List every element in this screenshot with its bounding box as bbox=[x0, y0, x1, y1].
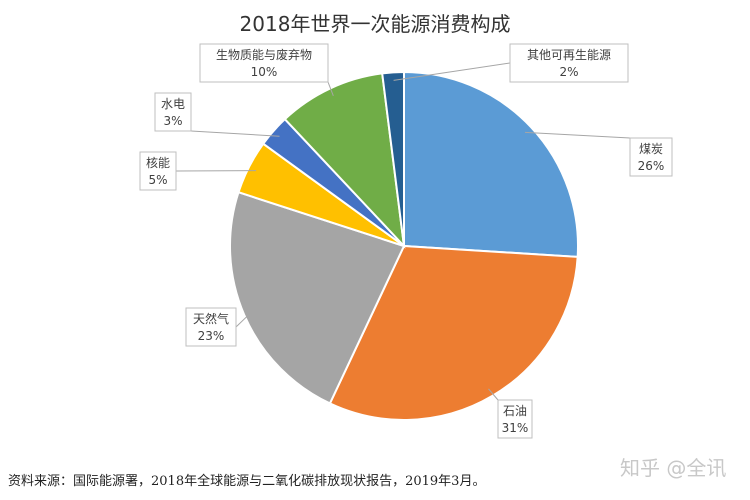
slice-3 bbox=[229, 190, 406, 405]
callout-2: 石油 31% bbox=[497, 399, 533, 439]
callout-1: 煤炭 26% bbox=[629, 137, 673, 177]
leader-line-1 bbox=[524, 131, 631, 139]
slice-value-label: 23% bbox=[198, 329, 225, 343]
leader-line-5 bbox=[190, 130, 280, 137]
callout-3: 天然气 23% bbox=[185, 307, 237, 347]
callout-frame bbox=[139, 151, 177, 191]
slice-value-label: 5% bbox=[148, 173, 167, 187]
leader-line-7 bbox=[393, 62, 511, 81]
slice-value-label: 3% bbox=[163, 114, 182, 128]
slice-value-label: 10% bbox=[251, 65, 278, 79]
callout-frame bbox=[185, 307, 237, 347]
callout-4: 核能 5% bbox=[139, 151, 177, 191]
source-footnote: 资料来源：国际能源署，2018年全球能源与二氧化碳排放现状报告，2019年3月。 bbox=[8, 474, 486, 489]
callout-5: 水电 3% bbox=[154, 92, 192, 132]
slice-label: 石油 bbox=[503, 404, 527, 418]
pie-chart: 煤炭 26% 石油 31% 天然气 23% 核能 5% 水电 3% 生物质能与废弃物 10% 其他可再生… bbox=[139, 43, 673, 439]
slice-2 bbox=[328, 244, 579, 421]
watermark: 知乎 @全讯 bbox=[620, 456, 727, 480]
slice-7 bbox=[381, 70, 405, 247]
slice-label: 核能 bbox=[146, 156, 170, 170]
slice-value-label: 31% bbox=[502, 421, 529, 435]
callout-7: 其他可再生能源 2% bbox=[509, 43, 629, 83]
leader-line-2 bbox=[488, 388, 499, 401]
callout-frame bbox=[199, 43, 329, 83]
slice-label: 其他可再生能源 bbox=[527, 48, 611, 62]
leader-line-6 bbox=[327, 81, 334, 96]
slice-value-label: 2% bbox=[559, 65, 578, 79]
callout-frame bbox=[509, 43, 629, 83]
slice-value-label: 26% bbox=[638, 159, 665, 173]
callout-frame bbox=[497, 399, 533, 439]
callout-frame bbox=[629, 137, 673, 177]
leader-line-3 bbox=[235, 311, 252, 328]
slice-label: 煤炭 bbox=[639, 142, 663, 156]
chart-title: 2018年世界一次能源消费构成 bbox=[239, 12, 511, 36]
slice-6 bbox=[283, 72, 406, 249]
callout-frame bbox=[154, 92, 192, 132]
slice-1 bbox=[403, 70, 579, 258]
callout-6: 生物质能与废弃物 10% bbox=[199, 43, 329, 83]
slice-label: 水电 bbox=[161, 97, 185, 111]
slice-label: 生物质能与废弃物 bbox=[216, 47, 312, 62]
slice-label: 天然气 bbox=[193, 311, 229, 326]
